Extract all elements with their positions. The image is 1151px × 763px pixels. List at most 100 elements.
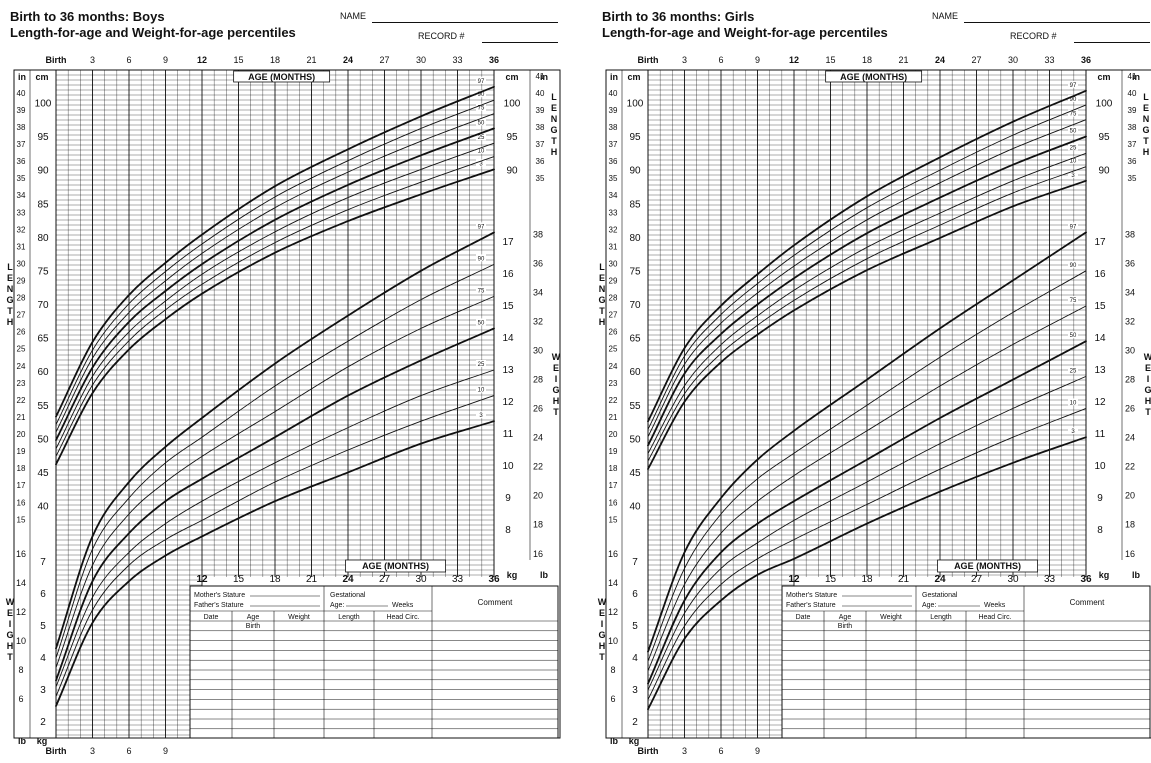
weight-kg-tick: 8: [1097, 525, 1103, 536]
length-cm-tick: 100: [504, 99, 521, 110]
length-axis-letter: G: [6, 295, 13, 305]
name-field[interactable]: [964, 22, 1150, 23]
percentile-label: 90: [1070, 97, 1077, 103]
fathers-stature-label: Father's Stature: [194, 602, 244, 609]
age-tick-label: 30: [1007, 574, 1019, 585]
percentile-label: 3: [1071, 173, 1075, 179]
percentile-label: 90: [478, 256, 485, 262]
length-percentile-curve-3: [55, 168, 495, 466]
weight-axis-letter: T: [553, 407, 559, 417]
weight-lb-tick: 30: [1125, 346, 1135, 356]
weight-kg-tick: 2: [40, 717, 46, 728]
length-in-tick: 23: [17, 379, 26, 388]
weight-kg-tick: 15: [1094, 301, 1106, 312]
weight-percentile-curve-10: [55, 395, 495, 697]
column-header: Age: [247, 614, 260, 621]
length-in-tick: 38: [17, 123, 26, 132]
length-in-tick: 20: [609, 430, 618, 439]
age-tick-label: 3: [682, 55, 687, 65]
length-in-tick: 21: [17, 413, 26, 422]
weight-lb-tick: 10: [16, 636, 26, 646]
weight-percentile-curve-50: [647, 340, 1087, 685]
length-in-tick: 27: [17, 311, 26, 320]
age-tick-label: 36: [488, 574, 500, 585]
age-tick-label: 15: [825, 55, 835, 65]
length-in-tick: 17: [609, 481, 618, 490]
gestational-label: Gestational: [330, 592, 366, 599]
curve-label-bg: [1068, 143, 1078, 151]
length-in-tick: 39: [17, 106, 26, 115]
record-field[interactable]: [482, 42, 558, 43]
record-field[interactable]: [1074, 42, 1150, 43]
length-in-tick: 15: [17, 515, 26, 524]
age-tick-label: 36: [1081, 55, 1091, 65]
length-cm-tick: 60: [629, 367, 641, 378]
weight-axis-letter: H: [553, 396, 560, 406]
length-in-tick: 30: [609, 259, 618, 268]
unit-label-kg: kg: [507, 570, 518, 580]
weight-lb-tick: 14: [608, 578, 618, 588]
length-percentile-curve-90: [647, 104, 1087, 430]
weight-percentile-curve-25: [647, 375, 1087, 691]
age-tick-label: 27: [971, 55, 981, 65]
age-tick-label: 18: [269, 574, 281, 585]
weight-lb-tick: 26: [533, 404, 543, 414]
weight-percentile-curve-50: [55, 327, 495, 682]
weight-lb-tick: 38: [1125, 229, 1135, 239]
weight-kg-tick: 4: [632, 653, 638, 664]
curve-label-bg: [476, 146, 486, 154]
percentile-label: 10: [1070, 159, 1077, 165]
weight-kg-tick: 7: [40, 557, 46, 568]
unit-label-cm: cm: [505, 72, 518, 82]
length-percentile-curve-90: [55, 99, 495, 426]
age-tick-label: 15: [233, 574, 245, 585]
length-axis-letter: L: [599, 262, 605, 272]
unit-label-cm: cm: [627, 72, 640, 82]
length-axis-letter: E: [7, 273, 13, 283]
name-field[interactable]: [372, 22, 558, 23]
weight-lb-tick: 28: [1125, 375, 1135, 385]
percentile-label: 97: [1070, 224, 1077, 230]
name-label: NAME: [932, 11, 959, 21]
curve-label-bg: [1068, 296, 1078, 303]
weight-kg-tick: 8: [505, 525, 511, 536]
growth-chart-boys: Birth to 36 months: Boys Length-for-age …: [4, 0, 564, 763]
length-axis-letter: T: [599, 306, 605, 316]
weight-lb-tick: 32: [1125, 317, 1135, 327]
unit-label-in: in: [610, 72, 618, 82]
unit-label-lb: lb: [610, 736, 619, 746]
percentile-label: 50: [1070, 128, 1077, 134]
weight-kg-tick: 12: [502, 397, 514, 408]
age-label-box: [233, 70, 331, 83]
curve-label-bg: [1068, 222, 1078, 230]
length-axis-letter: E: [551, 103, 557, 113]
age-tick-label: 9: [163, 746, 168, 756]
percentile-label: 25: [1070, 368, 1077, 374]
age-tick-label: 33: [1044, 55, 1054, 65]
weight-axis-letter: W: [598, 597, 607, 607]
age-tick-label: 18: [270, 55, 280, 65]
length-axis-letter: N: [551, 114, 558, 124]
age-tick-label: 18: [862, 55, 872, 65]
weight-axis-letter: T: [599, 652, 605, 662]
curve-label-bg: [476, 159, 486, 167]
weight-kg-tick: 5: [40, 621, 46, 632]
length-axis-letter: T: [1143, 136, 1149, 146]
curve-label-bg: [476, 90, 486, 98]
weight-axis-letter: W: [1144, 352, 1151, 362]
weight-axis-letter: E: [599, 608, 605, 618]
weight-lb-tick: 16: [533, 549, 543, 559]
record-label: RECORD #: [418, 31, 465, 41]
age-tick-label: 33: [452, 55, 462, 65]
length-cm-tick: 50: [629, 434, 641, 445]
length-percentile-curve-10: [55, 156, 495, 457]
age-tick-label: 24: [934, 574, 946, 585]
weight-percentile-curve-3: [55, 420, 495, 707]
weight-kg-tick: 9: [505, 493, 511, 504]
percentile-label: 10: [1070, 400, 1077, 406]
gestational-age-label: Age:: [922, 602, 936, 609]
length-in-tick: 28: [17, 294, 26, 303]
length-in-tick: 26: [609, 328, 618, 337]
column-header: Weight: [288, 614, 310, 621]
